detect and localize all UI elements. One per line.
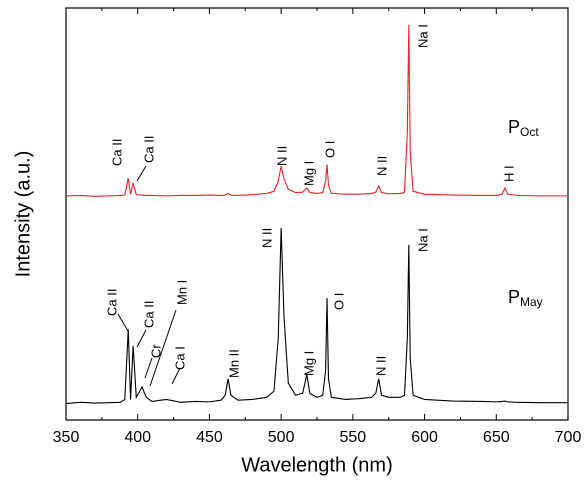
- x-axis-title: Wavelength (nm): [241, 454, 393, 476]
- peak-label: Na I: [415, 228, 430, 252]
- x-tick-label: 500: [268, 429, 295, 446]
- peak-label: Ca II: [109, 139, 124, 166]
- x-tick-label: 450: [196, 429, 223, 446]
- legend-label: POct: [508, 117, 539, 139]
- x-tick-label: 350: [53, 429, 80, 446]
- peak-label: Mn I: [174, 280, 189, 305]
- legend-name: P: [508, 287, 520, 307]
- x-tick-label: 600: [411, 429, 438, 446]
- arrow: [117, 313, 129, 332]
- x-tick-label: 550: [340, 429, 367, 446]
- x-tick-label: 400: [124, 429, 151, 446]
- peak-label: N II: [259, 228, 274, 248]
- arrow: [136, 329, 147, 348]
- peak-label: Ca II: [141, 301, 156, 328]
- peak-label: N II: [373, 356, 388, 376]
- arrow: [171, 367, 181, 385]
- peak-label: Mn II: [226, 349, 241, 378]
- x-tick-label: 650: [483, 429, 510, 446]
- legend-label: PMay: [508, 287, 543, 309]
- arrow: [136, 165, 147, 182]
- peak-label: O I: [331, 293, 346, 310]
- arrows: [117, 165, 181, 387]
- arrow: [149, 309, 177, 387]
- spectrum-line: [65, 227, 568, 405]
- peak-label: Ca II: [104, 289, 119, 316]
- peak-label: Cr: [148, 344, 163, 358]
- legend-subscript: May: [520, 295, 543, 309]
- peak-label: O I: [322, 141, 337, 158]
- peak-label: N II: [374, 156, 389, 176]
- peak-label: N II: [274, 146, 289, 166]
- spectrum-line: [65, 24, 568, 197]
- legend-name: P: [508, 117, 520, 137]
- arrow: [144, 357, 153, 379]
- peak-label: Ca II: [141, 136, 156, 163]
- peak-label: Mg I: [301, 161, 316, 186]
- peak-label: Na I: [415, 24, 430, 48]
- peak-label: Mg I: [301, 351, 316, 376]
- y-axis-title: Intensity (a.u.): [12, 151, 34, 278]
- peak-label: H I: [501, 165, 516, 182]
- legend-subscript: Oct: [520, 125, 539, 139]
- x-tick-label: 700: [555, 429, 582, 446]
- peak-label: Ca I: [172, 346, 187, 370]
- plot-frame: [65, 7, 569, 421]
